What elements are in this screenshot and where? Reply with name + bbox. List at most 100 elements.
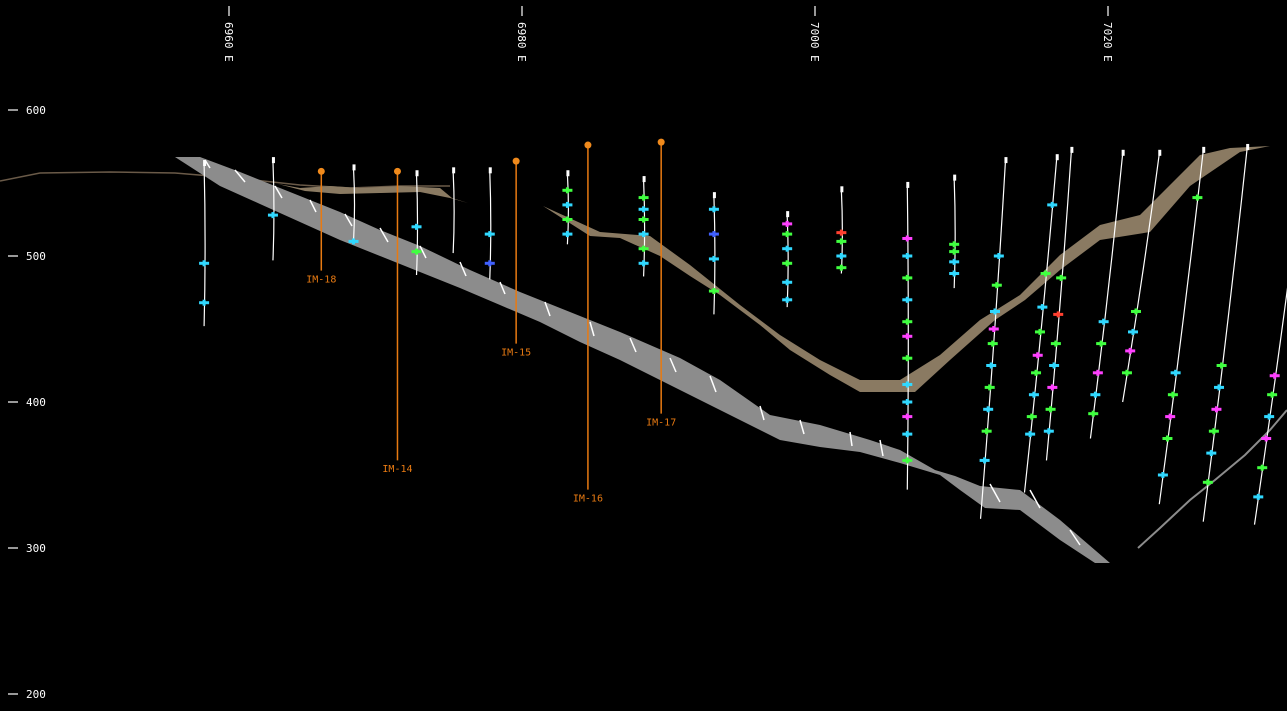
- sample-point: [1271, 392, 1274, 398]
- sample-point: [1029, 431, 1032, 437]
- sample-point: [840, 238, 843, 244]
- drillhole-collar: [1004, 157, 1007, 163]
- sample-point: [990, 363, 993, 369]
- sample-point: [786, 246, 789, 252]
- sample-point: [786, 279, 789, 285]
- sample-point: [1210, 450, 1213, 456]
- sample-point: [906, 457, 909, 463]
- planned-hole-collar: [513, 158, 520, 165]
- sample-point: [997, 253, 1000, 259]
- sample-point: [906, 431, 909, 437]
- planned-hole-label: IM-15: [501, 347, 531, 358]
- sample-point: [1171, 392, 1174, 398]
- sample-point: [1273, 373, 1276, 379]
- drillhole-collar: [489, 167, 492, 173]
- sample-point: [1218, 384, 1221, 390]
- drillhole-collar: [416, 170, 419, 176]
- sample-point: [1129, 348, 1132, 354]
- drillhole-collar: [786, 211, 789, 217]
- drillhole-collar: [353, 164, 356, 170]
- elevation-tick-label: 200: [26, 688, 46, 701]
- sample-point: [1051, 202, 1054, 208]
- drillhole-collar: [906, 182, 909, 188]
- drillhole-collar: [713, 192, 716, 198]
- sample-point: [415, 224, 418, 230]
- sample-point: [906, 297, 909, 303]
- sample-point: [988, 384, 991, 390]
- sample-point: [906, 399, 909, 405]
- drillhole-collar: [1070, 147, 1073, 153]
- sample-point: [352, 238, 355, 244]
- sample-point: [953, 241, 956, 247]
- sample-point: [840, 253, 843, 259]
- sample-point: [203, 300, 206, 306]
- sample-point: [983, 457, 986, 463]
- drillhole-collar: [1158, 150, 1161, 156]
- elevation-tick-label: 400: [26, 396, 46, 409]
- sample-point: [1212, 428, 1215, 434]
- sample-point: [642, 217, 645, 223]
- sample-point: [1125, 370, 1128, 376]
- planned-hole-label: IM-16: [573, 493, 603, 504]
- sample-point: [906, 253, 909, 259]
- sample-point: [1135, 308, 1138, 314]
- sample-point: [1257, 494, 1260, 500]
- sample-point: [906, 319, 909, 325]
- drillhole-collar: [840, 186, 843, 192]
- sample-point: [566, 231, 569, 237]
- drillhole-collar: [272, 157, 275, 163]
- drillhole-collar: [1056, 154, 1059, 160]
- sample-point: [953, 249, 956, 255]
- sample-point: [953, 259, 956, 265]
- planned-hole-collar: [584, 142, 591, 149]
- sample-point: [1044, 271, 1047, 277]
- planned-hole-label: IM-18: [306, 274, 336, 285]
- sample-point: [566, 217, 569, 223]
- sample-point: [642, 246, 645, 252]
- drillhole-collar: [1246, 144, 1249, 150]
- sample-point: [566, 187, 569, 193]
- planned-hole-collar: [394, 168, 401, 175]
- sample-point: [1047, 428, 1050, 434]
- sample-point: [1092, 411, 1095, 417]
- sample-point: [906, 333, 909, 339]
- elevation-tick-label: 300: [26, 542, 46, 555]
- easting-tick-label: 7000 E: [808, 22, 821, 62]
- sample-point: [1053, 363, 1056, 369]
- sample-point: [1206, 479, 1209, 485]
- sample-point: [1035, 370, 1038, 376]
- sample-point: [271, 212, 274, 218]
- sample-point: [712, 256, 715, 262]
- sample-point: [1169, 414, 1172, 420]
- sample-point: [786, 231, 789, 237]
- easting-tick-label: 6960 E: [222, 22, 235, 62]
- easting-tick-label: 6980 E: [515, 22, 528, 62]
- planned-hole-collar: [318, 168, 325, 175]
- sample-point: [1261, 465, 1264, 471]
- drillhole-collar: [643, 176, 646, 182]
- drillhole-collar: [203, 160, 206, 166]
- sample-point: [1094, 392, 1097, 398]
- sample-point: [906, 414, 909, 420]
- drillhole-collar: [953, 175, 956, 181]
- sample-point: [840, 230, 843, 236]
- sample-point: [1196, 195, 1199, 201]
- sample-point: [1049, 406, 1052, 412]
- sample-point: [906, 355, 909, 361]
- sample-point: [1096, 370, 1099, 376]
- drillhole-collar: [1122, 150, 1125, 156]
- sample-point: [993, 308, 996, 314]
- sample-point: [642, 260, 645, 266]
- sample-point: [840, 265, 843, 271]
- sample-point: [786, 260, 789, 266]
- sample-point: [1166, 436, 1169, 442]
- sample-point: [642, 206, 645, 212]
- sample-point: [566, 202, 569, 208]
- sample-point: [1100, 341, 1103, 347]
- sample-point: [203, 260, 206, 266]
- sample-point: [1161, 472, 1164, 478]
- drillhole-collar: [452, 167, 455, 173]
- sample-point: [1102, 319, 1105, 325]
